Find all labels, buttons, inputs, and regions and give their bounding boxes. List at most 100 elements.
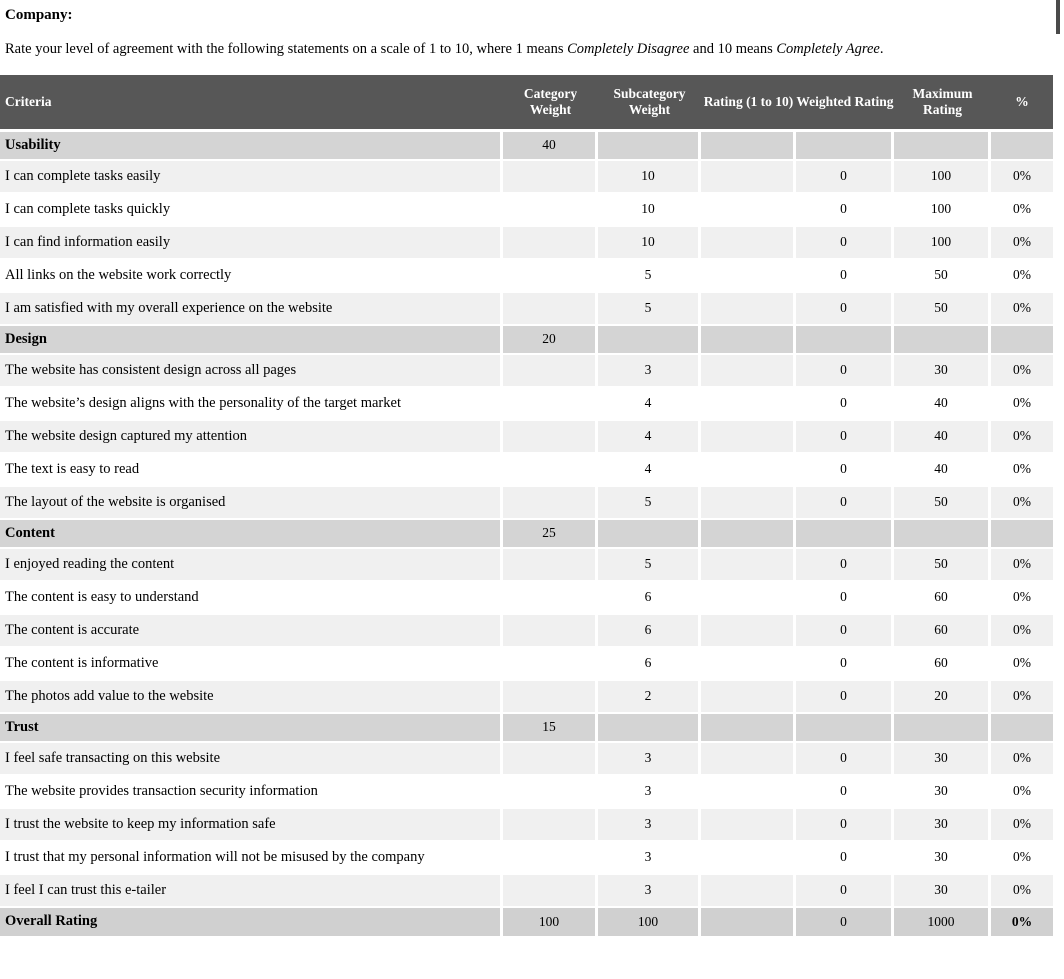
subcategory-weight-cell [598, 714, 701, 741]
subcategory-weight-cell: 6 [598, 648, 701, 679]
percent-cell: 0% [1013, 300, 1031, 316]
subcategory-weight-cell: 5 [598, 260, 701, 291]
rating-input-cell[interactable] [701, 875, 796, 906]
rating-input-cell[interactable] [701, 454, 796, 485]
criteria-cell: The website design captured my attention [0, 421, 503, 452]
header-subcategory-weight: Subcategory Weight [613, 85, 686, 117]
category-weight-cell [503, 355, 598, 386]
criteria-cell: Usability [0, 132, 503, 159]
subcategory-weight-cell: 10 [598, 161, 701, 192]
maximum-rating-cell: 30 [894, 355, 991, 386]
maximum-rating-cell: 40 [894, 421, 991, 452]
criteria-cell: The content is easy to understand [0, 582, 503, 613]
percent-cell: 0% [1013, 849, 1031, 865]
rating-input-cell[interactable] [701, 260, 796, 291]
table-row: The website’s design aligns with the per… [0, 388, 1053, 419]
rating-input-cell[interactable] [701, 842, 796, 873]
maximum-rating-cell [894, 714, 991, 741]
table-row: I can complete tasks quickly 10 0 100 0% [0, 194, 1053, 225]
table-row: The layout of the website is organised 5… [0, 487, 1053, 518]
maximum-rating-cell [894, 520, 991, 547]
rating-input-cell[interactable] [701, 388, 796, 419]
weighted-rating-cell: 0 [796, 161, 894, 192]
category-weight-cell [503, 743, 598, 774]
table-row: I feel safe transacting on this website … [0, 743, 1053, 774]
maximum-rating-cell: 30 [894, 842, 991, 873]
percent-cell: 0% [1013, 168, 1031, 184]
category-weight-cell [503, 615, 598, 646]
percent-cell: 0% [1013, 395, 1031, 411]
criteria-cell: Content [0, 520, 503, 547]
percent-cell: 0% [1013, 428, 1031, 444]
maximum-rating-cell: 100 [894, 161, 991, 192]
rating-input-cell[interactable] [701, 227, 796, 258]
rating-input-cell[interactable] [701, 681, 796, 712]
category-weight-cell [503, 293, 598, 324]
weighted-rating-cell: 0 [796, 388, 894, 419]
table-row: All links on the website work correctly … [0, 260, 1053, 291]
criteria-cell: Trust [0, 714, 503, 741]
weighted-rating-cell: 0 [796, 776, 894, 807]
header-rating: Rating (1 to 10) [703, 93, 794, 109]
maximum-rating-cell: 20 [894, 681, 991, 712]
weighted-rating-cell: 0 [796, 355, 894, 386]
weighted-rating-cell [796, 132, 894, 159]
maximum-rating-cell: 100 [894, 227, 991, 258]
weighted-rating-cell: 0 [796, 293, 894, 324]
maximum-rating-cell: 30 [894, 809, 991, 840]
criteria-cell: I feel I can trust this e-tailer [0, 875, 503, 906]
rating-input-cell[interactable] [701, 194, 796, 225]
rating-input-cell[interactable] [701, 487, 796, 518]
subcategory-weight-cell: 5 [598, 293, 701, 324]
rating-input-cell [701, 132, 796, 159]
percent-cell: 0% [1013, 589, 1031, 605]
subcategory-weight-cell: 4 [598, 454, 701, 485]
criteria-cell: Design [0, 326, 503, 353]
maximum-rating-cell: 40 [894, 388, 991, 419]
category-weight-cell [503, 227, 598, 258]
rating-input-cell[interactable] [701, 161, 796, 192]
weighted-rating-cell: 0 [796, 648, 894, 679]
rating-input-cell[interactable] [701, 743, 796, 774]
percent-cell: 0% [1013, 882, 1031, 898]
category-weight-cell: 15 [503, 714, 598, 741]
subcategory-weight-cell: 3 [598, 842, 701, 873]
subcategory-weight-cell: 2 [598, 681, 701, 712]
instruction-disagree-term: Completely Disagree [567, 41, 690, 57]
weighted-rating-cell: 0 [796, 421, 894, 452]
category-weight-cell: 100 [503, 908, 598, 936]
rating-input-cell[interactable] [701, 615, 796, 646]
criteria-cell: The website provides transaction securit… [0, 776, 503, 807]
subcategory-weight-cell: 10 [598, 194, 701, 225]
table-row: The website provides transaction securit… [0, 776, 1053, 807]
criteria-cell: I am satisfied with my overall experienc… [0, 293, 503, 324]
percent-cell: 0% [1013, 362, 1031, 378]
instruction-prefix: Rate your level of agreement with the fo… [5, 41, 568, 57]
rating-input-cell[interactable] [701, 421, 796, 452]
rating-input-cell[interactable] [701, 809, 796, 840]
criteria-cell: I feel safe transacting on this website [0, 743, 503, 774]
percent-cell: 0% [1013, 201, 1031, 217]
subcategory-weight-cell: 3 [598, 355, 701, 386]
rating-input-cell[interactable] [701, 648, 796, 679]
rating-instruction: Rate your level of agreement with the fo… [5, 40, 1064, 58]
rating-input-cell[interactable] [701, 582, 796, 613]
maximum-rating-cell: 50 [894, 293, 991, 324]
rating-input-cell[interactable] [701, 293, 796, 324]
rating-input-cell[interactable] [701, 355, 796, 386]
category-weight-cell: 25 [503, 520, 598, 547]
instruction-suffix: . [879, 41, 884, 57]
criteria-cell: The text is easy to read [0, 454, 503, 485]
criteria-cell: The content is informative [0, 648, 503, 679]
weighted-rating-cell: 0 [796, 549, 894, 580]
rating-input-cell[interactable] [701, 549, 796, 580]
percent-cell: 0% [1013, 234, 1031, 250]
header-weighted-rating: Weighted Rating [796, 93, 894, 109]
maximum-rating-cell: 50 [894, 260, 991, 291]
criteria-cell: I can complete tasks quickly [0, 194, 503, 225]
criteria-cell: I can find information easily [0, 227, 503, 258]
percent-cell: 0% [1013, 461, 1031, 477]
category-weight-cell [503, 260, 598, 291]
percent-cell: 0% [1013, 622, 1031, 638]
rating-input-cell[interactable] [701, 776, 796, 807]
